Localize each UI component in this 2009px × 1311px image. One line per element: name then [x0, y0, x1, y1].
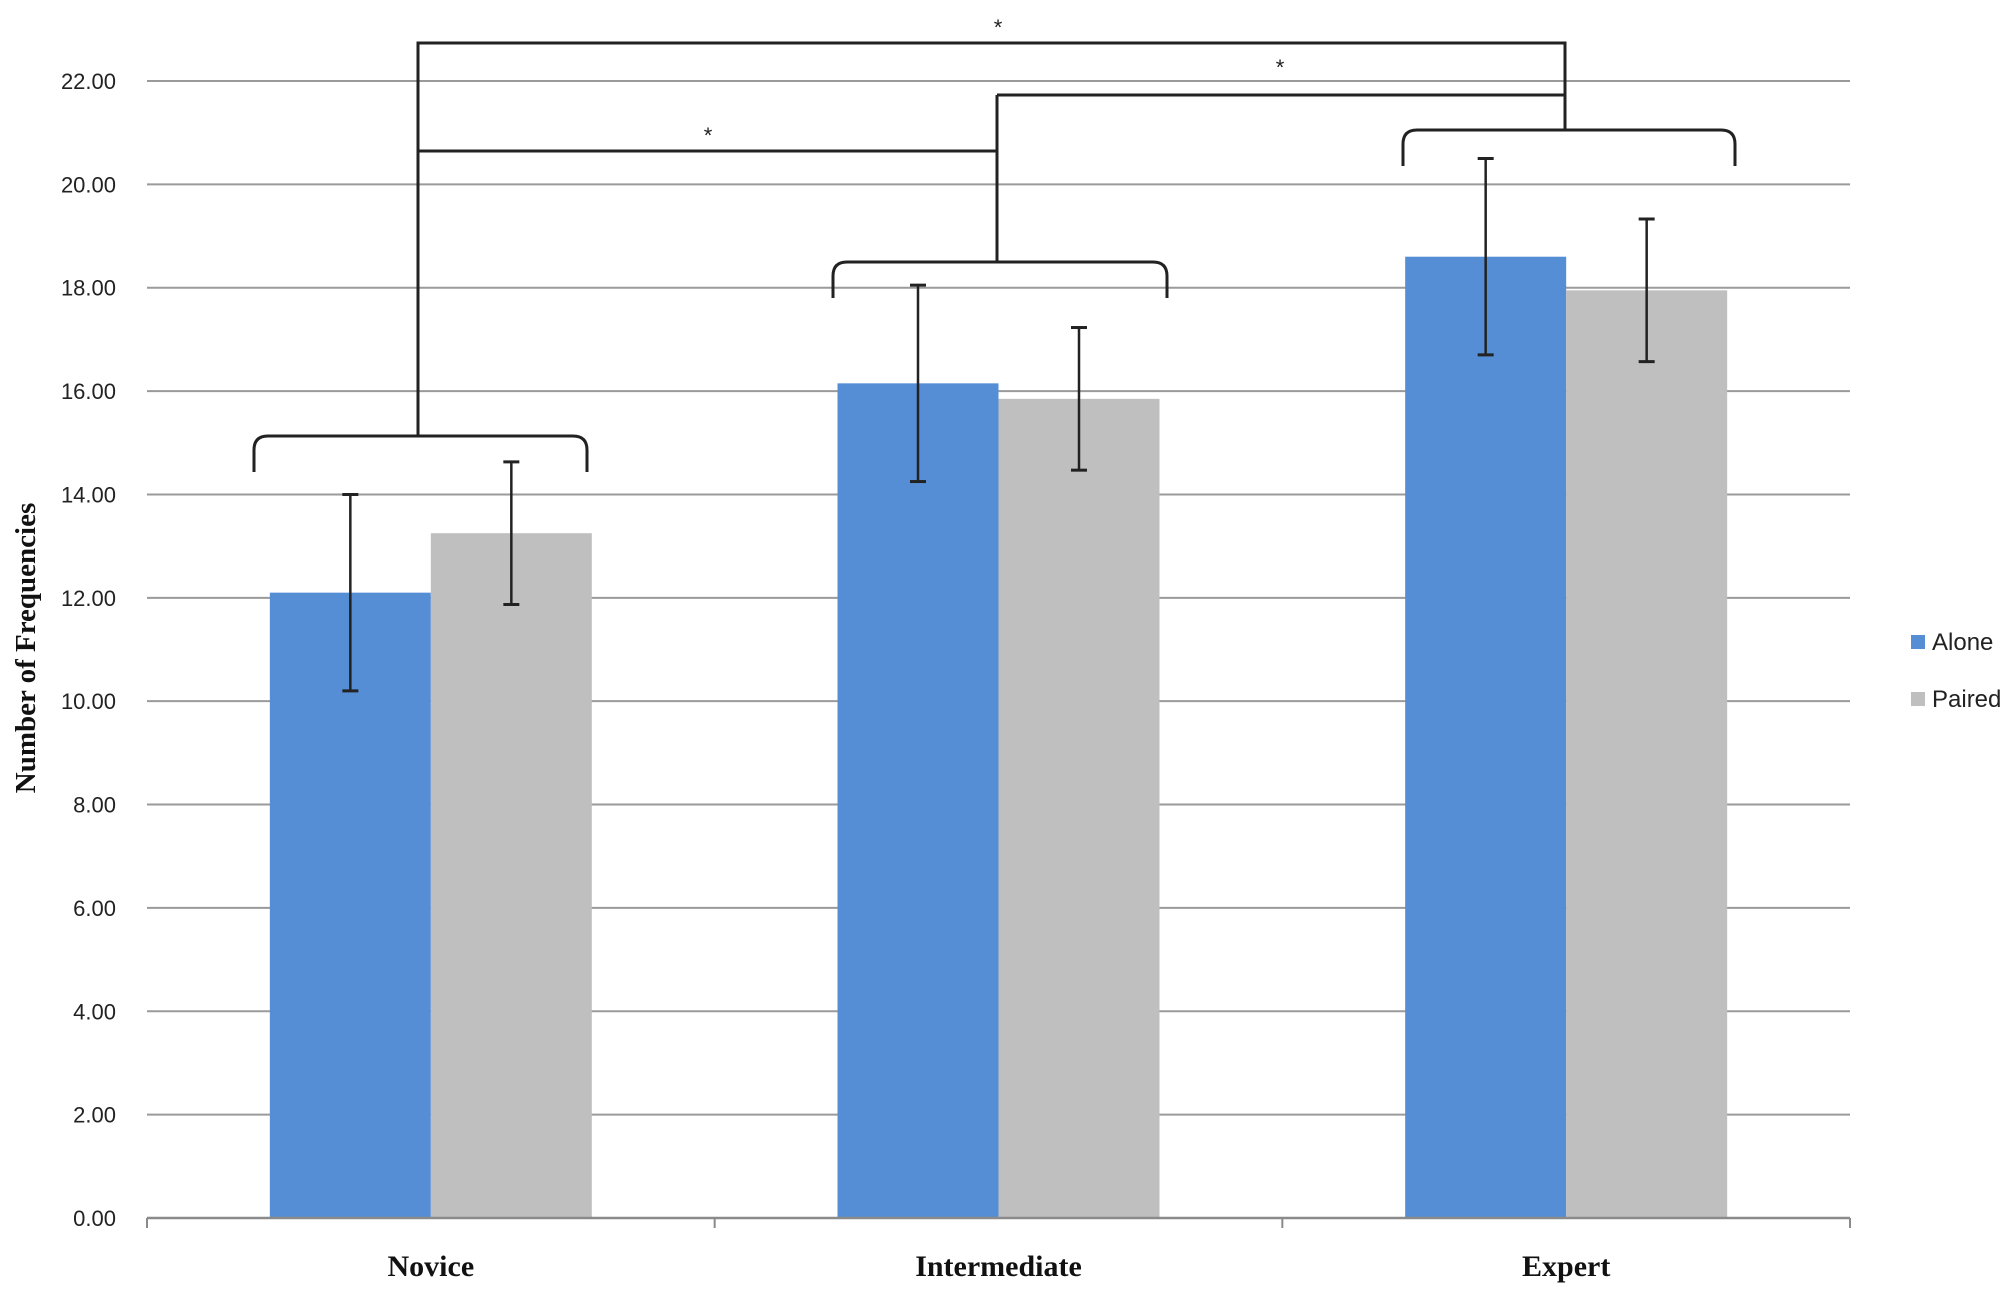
group-brace — [831, 260, 1169, 298]
y-tick-label: 10.00 — [61, 689, 116, 714]
x-tick-label: Intermediate — [915, 1250, 1082, 1283]
y-tick-label: 4.00 — [73, 999, 116, 1024]
legend-label-paired: Paired — [1932, 686, 2001, 713]
bar-paired-expert — [1566, 290, 1728, 1218]
y-tick-label: 20.00 — [61, 172, 116, 197]
legend-swatch-alone — [1911, 635, 1925, 649]
y-tick-label: 8.00 — [73, 793, 116, 818]
y-tick-label: 0.00 — [73, 1206, 116, 1231]
bar-paired-intermediate — [998, 398, 1160, 1219]
legend: Alone Paired — [1911, 629, 2001, 713]
legend-label-alone: Alone — [1932, 629, 1993, 656]
bar-alone-intermediate — [837, 383, 999, 1218]
x-tick-label: Expert — [1522, 1250, 1610, 1283]
bars — [269, 256, 1728, 1219]
y-tick-label: 6.00 — [73, 896, 116, 921]
group-brace — [252, 434, 589, 472]
error-bars — [342, 157, 1655, 693]
y-tick-label: 16.00 — [61, 379, 116, 404]
y-tick-label: 18.00 — [61, 276, 116, 301]
axes: 0.00 2.00 4.00 6.00 8.00 10.00 12.00 14.00 16.00… — [61, 69, 1851, 1283]
y-tick-label: 22.00 — [61, 69, 116, 94]
legend-swatch-paired — [1911, 692, 1925, 706]
bracket-intermediate-expert — [997, 93, 1567, 130]
bar-alone-novice — [269, 592, 431, 1218]
y-axis-label: Number of Frequencies — [10, 503, 42, 794]
y-tick-label: 14.00 — [61, 482, 116, 507]
bar-paired-novice — [430, 533, 592, 1218]
significance-brackets: * * * — [252, 15, 1737, 472]
y-tick-label: 12.00 — [61, 586, 116, 611]
bar-alone-expert — [1405, 256, 1567, 1219]
x-tick-label: Novice — [388, 1250, 475, 1283]
significance-marker: * — [994, 15, 1003, 40]
significance-marker: * — [704, 123, 713, 148]
bracket-novice-expert — [416, 41, 1567, 151]
significance-marker: * — [1276, 55, 1285, 80]
group-brace — [1401, 128, 1737, 166]
y-tick-label: 2.00 — [73, 1103, 116, 1128]
